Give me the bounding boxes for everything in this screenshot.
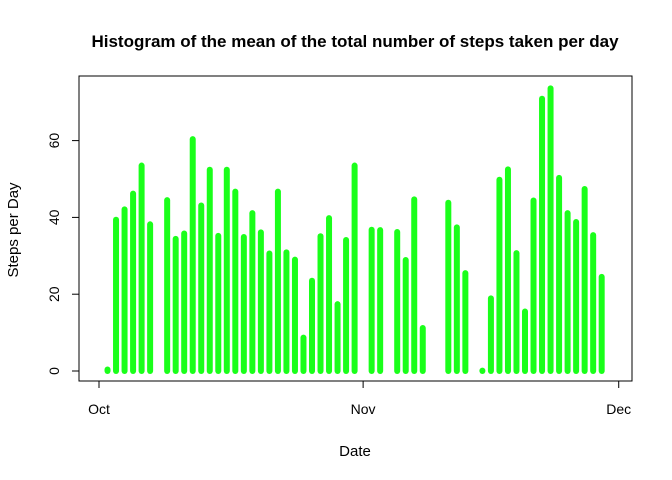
y-tick-label: 20 <box>46 286 62 302</box>
chart-title: Histogram of the mean of the total numbe… <box>91 32 619 51</box>
x-axis: Oct Nov Dec <box>88 380 631 417</box>
y-axis: 0 20 40 60 <box>46 133 80 375</box>
y-axis-label: Steps per Day <box>5 182 22 278</box>
x-tick-label: Dec <box>606 401 631 417</box>
x-axis-label: Date <box>339 443 371 460</box>
x-tick-label: Oct <box>88 401 110 417</box>
y-tick-label: 0 <box>46 367 62 375</box>
y-tick-label: 40 <box>46 209 62 225</box>
y-tick-label: 60 <box>46 133 62 149</box>
x-tick-label: Nov <box>351 401 376 417</box>
bar-group <box>104 85 605 374</box>
